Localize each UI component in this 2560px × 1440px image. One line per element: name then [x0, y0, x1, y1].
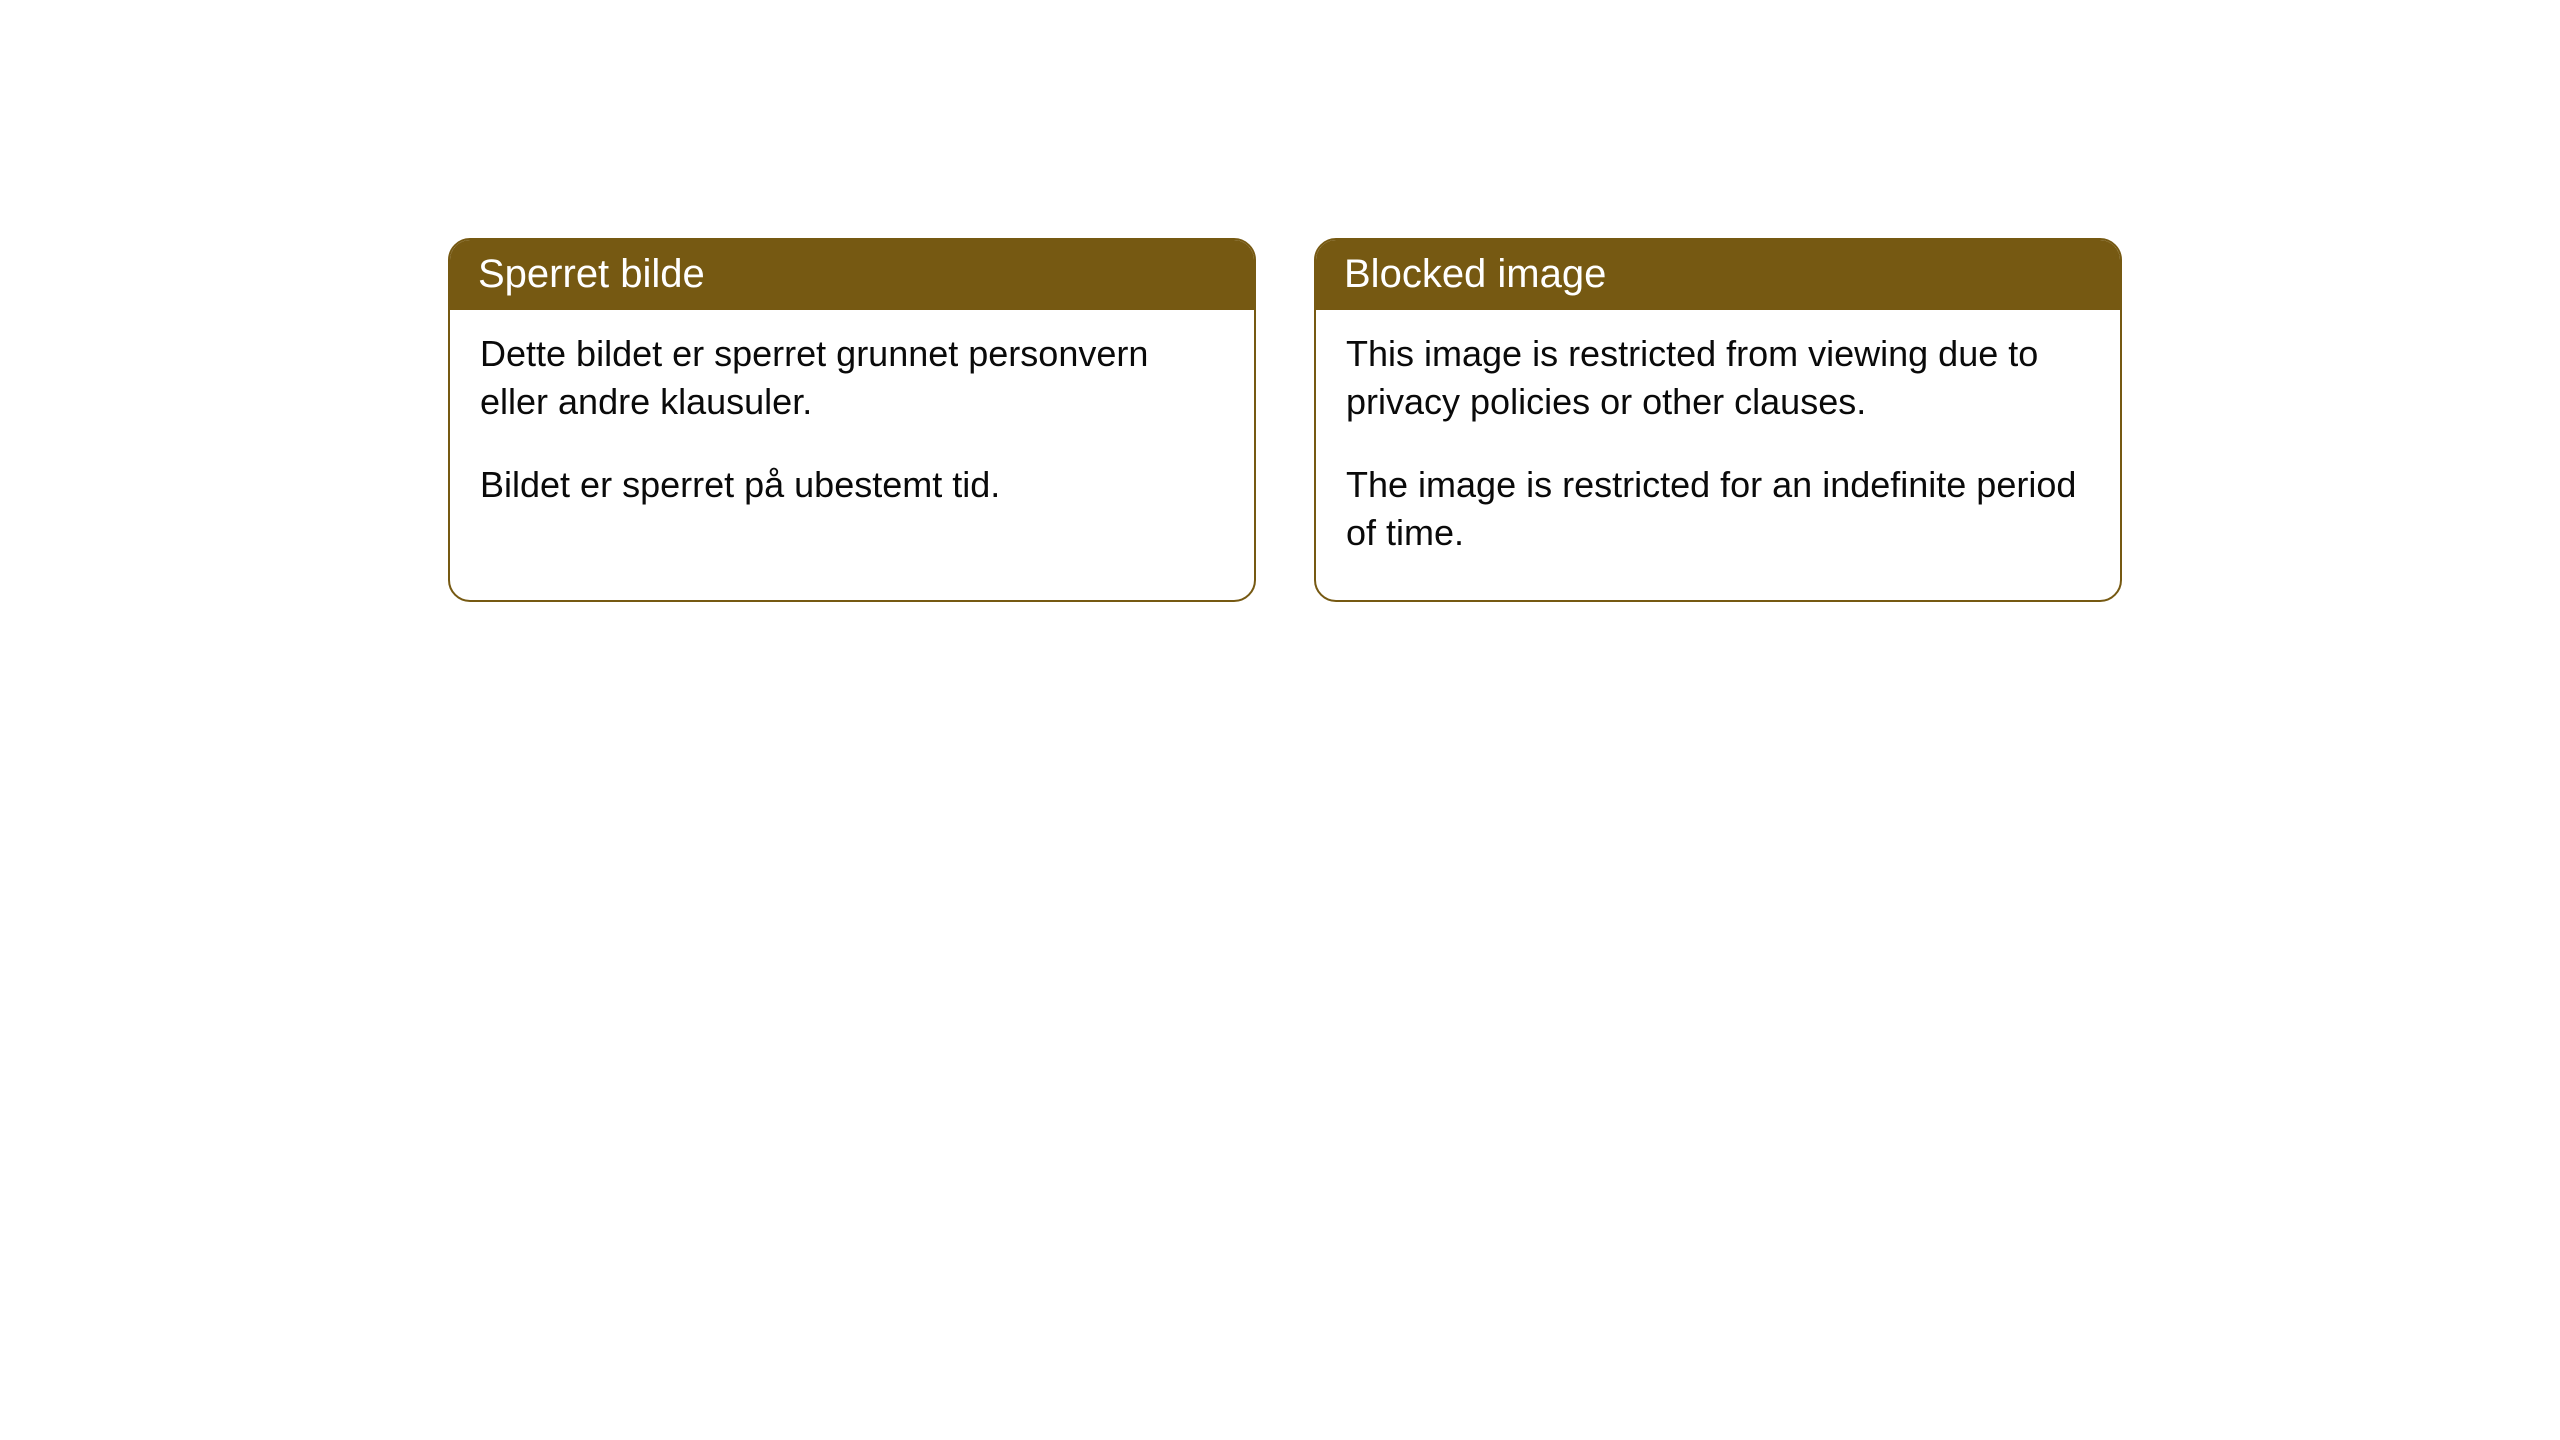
notice-body: This image is restricted from viewing du… — [1316, 310, 2120, 600]
notice-paragraph-2: Bildet er sperret på ubestemt tid. — [480, 461, 1224, 509]
notice-container: Sperret bilde Dette bildet er sperret gr… — [448, 238, 2122, 602]
notice-title: Sperret bilde — [478, 250, 1226, 298]
notice-header: Blocked image — [1316, 240, 2120, 310]
notice-title: Blocked image — [1344, 250, 2092, 298]
notice-paragraph-1: Dette bildet er sperret grunnet personve… — [480, 330, 1224, 425]
notice-header: Sperret bilde — [450, 240, 1254, 310]
notice-card-norwegian: Sperret bilde Dette bildet er sperret gr… — [448, 238, 1256, 602]
notice-paragraph-1: This image is restricted from viewing du… — [1346, 330, 2090, 425]
notice-card-english: Blocked image This image is restricted f… — [1314, 238, 2122, 602]
notice-body: Dette bildet er sperret grunnet personve… — [450, 310, 1254, 553]
notice-paragraph-2: The image is restricted for an indefinit… — [1346, 461, 2090, 556]
